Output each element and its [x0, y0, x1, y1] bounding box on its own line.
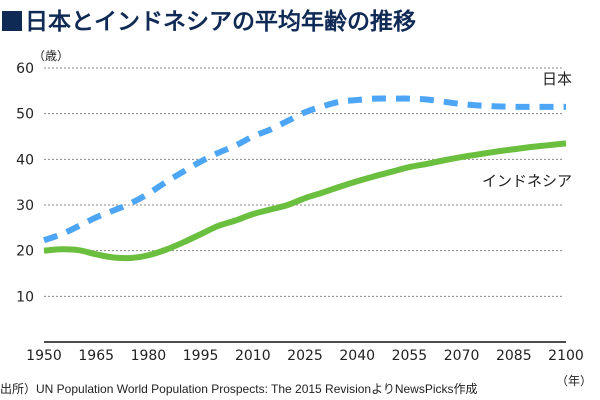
y-tick-labels: 10 20 30 40 50 60 — [16, 61, 34, 305]
series-lines — [43, 95, 567, 262]
series-label-japan: 日本 — [542, 70, 572, 88]
series-line-indonesia — [43, 140, 567, 262]
x-tick-label: 2055 — [392, 348, 428, 364]
x-tick-label: 2100 — [548, 348, 584, 364]
y-tick-label: 50 — [16, 107, 34, 123]
chart-title-text: 日本とインドネシアの平均年齢の推移 — [25, 9, 416, 35]
title-square-icon — [2, 11, 22, 31]
y-tick-label: 30 — [16, 198, 34, 214]
x-tick-label: 1980 — [131, 348, 167, 364]
y-unit-label: （歳） — [33, 49, 69, 63]
x-tick-label: 1965 — [78, 348, 114, 364]
x-tick-label: 2085 — [496, 348, 532, 364]
x-unit-label: （年） — [556, 374, 592, 388]
series-line-japan — [43, 95, 566, 244]
chart-title: 日本とインドネシアの平均年齢の推移 — [2, 2, 416, 36]
series-label-indonesia: インドネシア — [482, 172, 572, 190]
x-tick-label: 1950 — [26, 348, 62, 364]
gridlines — [44, 67, 564, 297]
x-tick-labels: 1950 1965 1980 1995 2010 2025 2040 2055 2070 2085… — [26, 348, 584, 364]
x-tick-label: 1995 — [183, 348, 219, 364]
x-tick-label: 2040 — [339, 348, 375, 364]
y-tick-label: 10 — [16, 289, 34, 305]
x-tick-label: 2025 — [287, 348, 323, 364]
x-tick-label: 2010 — [235, 348, 271, 364]
y-tick-label: 60 — [16, 61, 34, 77]
y-tick-label: 40 — [16, 152, 34, 168]
y-tick-label: 20 — [16, 244, 34, 260]
x-tick-label: 2070 — [444, 348, 480, 364]
source-note: 出所）UN Population World Population Prospe… — [0, 382, 478, 396]
